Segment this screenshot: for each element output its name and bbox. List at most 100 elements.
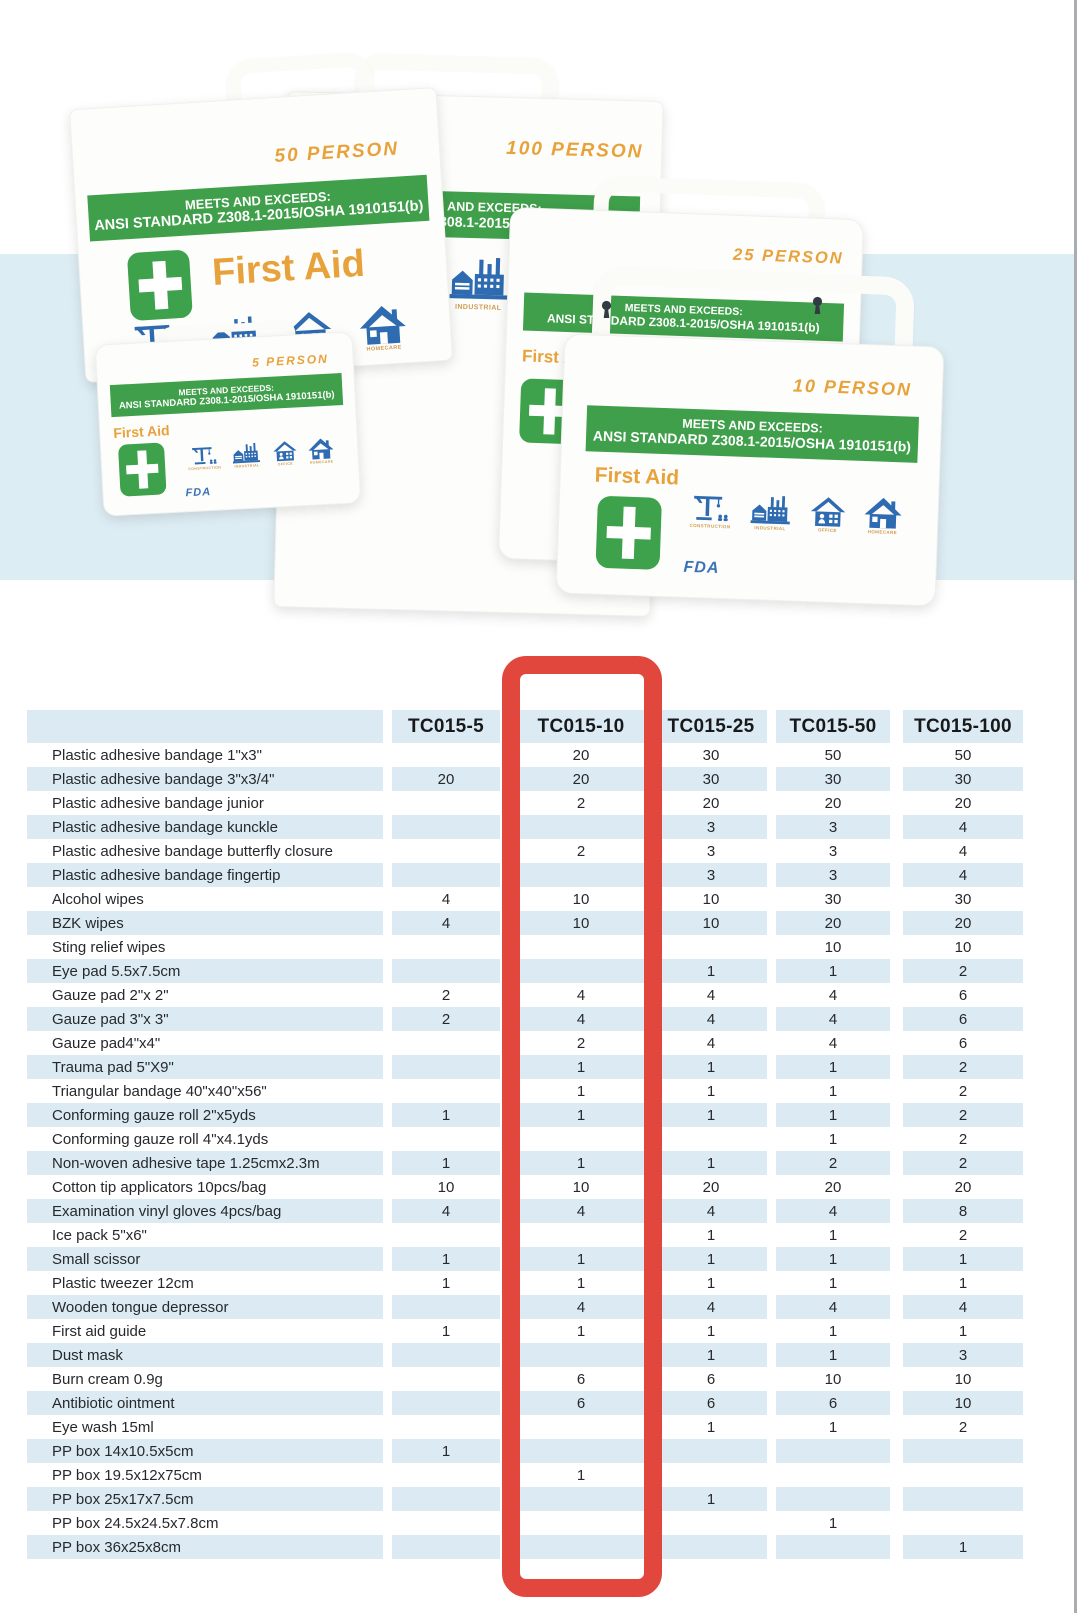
office-icon (810, 496, 846, 527)
quantity-cell (776, 1535, 890, 1559)
comparison-table: TC015-5 TC015-10 TC015-25 TC015-50 TC015-100… (27, 710, 1023, 1559)
quantity-cell: 4 (828, 1034, 838, 1052)
quantity-cell (392, 863, 500, 887)
table-row: Gauze pad 2"x 2" 2 4 4 4 6 (27, 983, 1023, 1007)
industrial-icon (449, 256, 509, 300)
quantity-cell: 1 (655, 1055, 767, 1079)
quantity-cell: 10 (824, 1370, 842, 1388)
quantity-cell: 10 (824, 938, 842, 956)
box-100-person-label: 100 PERSON (505, 137, 644, 163)
quantity-cell: 2 (958, 1130, 968, 1148)
quantity-cell: 10 (572, 890, 590, 908)
quantity-cell: 10 (702, 890, 720, 908)
quantity-cell (655, 1535, 767, 1559)
quantity-cell: 1 (512, 1151, 650, 1175)
table-row: Examination vinyl gloves 4pcs/bag 4 4 4 4 8 (27, 1199, 1023, 1223)
quantity-cell: 4 (776, 1199, 890, 1223)
homecare-icon (358, 304, 407, 346)
table-row: Alcohol wipes 4 10 10 30 30 (27, 887, 1023, 911)
item-label: Conforming gauze roll 4"x4.1yds (52, 1130, 269, 1148)
quantity-cell: 8 (903, 1199, 1023, 1223)
quantity-cell: 30 (702, 746, 720, 764)
column-header: TC015-5 (392, 710, 500, 743)
office-caption: OFFICE (817, 527, 837, 534)
quantity-cell: 50 (824, 746, 842, 764)
quantity-cell: 4 (706, 986, 716, 1004)
quantity-cell: 1 (441, 1322, 451, 1340)
quantity-cell: 2 (958, 1418, 968, 1436)
industrial-caption: INDUSTRIAL (234, 463, 260, 469)
quantity-cell (392, 1127, 500, 1151)
quantity-cell (655, 1511, 767, 1535)
item-label: Gauze pad 3"x 3" (27, 1007, 383, 1031)
quantity-cell: 30 (903, 767, 1023, 791)
quantity-cell: 1 (441, 1274, 451, 1292)
quantity-cell: 6 (576, 1370, 586, 1388)
item-label: PP box 36x25x8cm (27, 1535, 383, 1559)
quantity-cell: 1 (576, 1274, 586, 1292)
quantity-cell (392, 1535, 500, 1559)
quantity-cell: 1 (958, 1322, 968, 1340)
table-row: PP box 24.5x24.5x7.8cm 1 (27, 1511, 1023, 1535)
quantity-cell (392, 839, 500, 863)
quantity-cell: 10 (512, 911, 650, 935)
quantity-cell: 4 (512, 1007, 650, 1031)
quantity-cell: 20 (824, 1178, 842, 1196)
item-label: PP box 19.5x12x75cm (52, 1466, 202, 1484)
quantity-cell (392, 1367, 500, 1391)
quantity-cell: 30 (954, 890, 972, 908)
table-row: Antibiotic ointment 6 6 6 10 (27, 1391, 1023, 1415)
item-label: First aid guide (52, 1322, 147, 1340)
quantity-cell: 4 (655, 1199, 767, 1223)
homecare-caption: HOMECARE (867, 529, 898, 536)
table-row: Burn cream 0.9g 6 6 10 10 (27, 1367, 1023, 1391)
quantity-cell: 4 (655, 1007, 767, 1031)
quantity-cell: 1 (392, 1103, 500, 1127)
box-5-icon-row: CONSTRUCTION INDUSTRIAL OFFICE HOMECARE (187, 437, 334, 471)
quantity-cell: 20 (776, 911, 890, 935)
quantity-cell (903, 1439, 1023, 1463)
table-row: Triangular bandage 40"x40"x56" 1 1 1 2 (27, 1079, 1023, 1103)
quantity-cell: 2 (903, 959, 1023, 983)
quantity-cell: 3 (776, 815, 890, 839)
quantity-cell: 10 (903, 1391, 1023, 1415)
quantity-cell (392, 1079, 500, 1103)
quantity-cell (392, 1487, 500, 1511)
quantity-cell: 4 (776, 1295, 890, 1319)
quantity-cell: 10 (954, 1370, 972, 1388)
table-row: First aid guide 1 1 1 1 1 (27, 1319, 1023, 1343)
column-header: TC015-50 (776, 710, 890, 743)
quantity-cell: 2 (576, 794, 586, 812)
table-row: Plastic adhesive bandage 3"x3/4" 20 20 30 30… (27, 767, 1023, 791)
quantity-cell: 2 (903, 1103, 1023, 1127)
quantity-cell: 1 (655, 1487, 767, 1511)
quantity-cell: 20 (392, 767, 500, 791)
item-label: Alcohol wipes (52, 890, 144, 908)
quantity-cell: 1 (828, 1082, 838, 1100)
quantity-cell: 2 (576, 1034, 586, 1052)
quantity-cell: 1 (828, 1322, 838, 1340)
quantity-cell: 1 (392, 1151, 500, 1175)
quantity-cell: 1 (903, 1535, 1023, 1559)
item-label: Eye wash 15ml (52, 1418, 154, 1436)
quantity-cell (392, 1391, 500, 1415)
quantity-cell: 4 (512, 1199, 650, 1223)
office-caption: OFFICE (277, 461, 294, 467)
column-header: TC015-25 (655, 710, 767, 743)
quantity-cell: 10 (954, 938, 972, 956)
quantity-cell: 20 (702, 794, 720, 812)
quantity-cell (776, 1487, 890, 1511)
quantity-cell: 30 (824, 890, 842, 908)
box-5-person-label: 5 PERSON (251, 351, 330, 370)
quantity-cell (512, 1343, 650, 1367)
quantity-cell: 1 (655, 1247, 767, 1271)
quantity-cell: 30 (655, 767, 767, 791)
table-row: Plastic adhesive bandage junior 2 20 20 20 (27, 791, 1023, 815)
quantity-cell: 6 (776, 1391, 890, 1415)
quantity-cell (392, 743, 500, 767)
table-row: Eye wash 15ml 1 1 2 (27, 1415, 1023, 1439)
construction-icon (192, 446, 217, 465)
item-label: Gauze pad 2"x 2" (52, 986, 169, 1004)
box-10-standards-banner: MEETS AND EXCEEDS: ANSI STANDARD Z308.1-… (585, 405, 919, 463)
quantity-cell: 50 (954, 746, 972, 764)
